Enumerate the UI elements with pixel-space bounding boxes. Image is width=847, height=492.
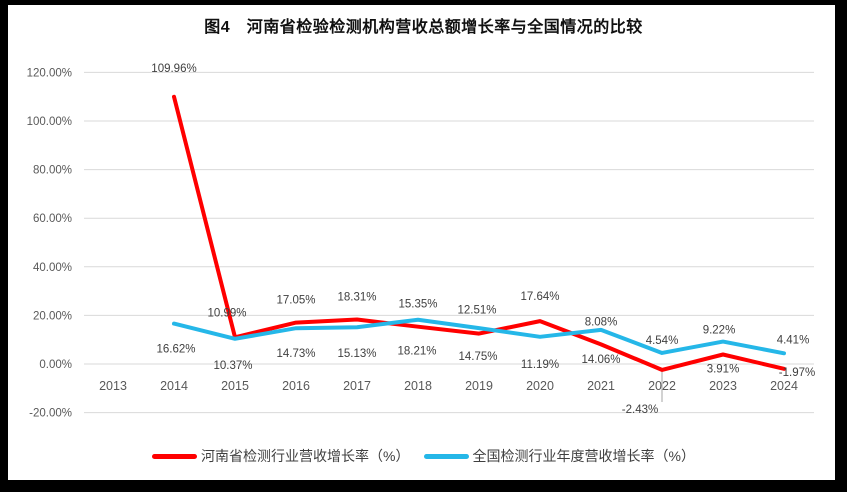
data-label: 15.13% <box>337 348 376 360</box>
legend-item-henan: 河南省检测行业营收增长率（%） <box>152 446 410 466</box>
data-label: 18.21% <box>397 346 436 358</box>
data-label: 17.05% <box>276 295 315 307</box>
x-axis-tick-label: 2013 <box>99 379 127 393</box>
y-axis-tick-label: 40.00% <box>33 262 72 274</box>
x-axis-tick-label: 2019 <box>465 379 493 393</box>
x-axis-tick-label: 2023 <box>709 379 737 393</box>
data-label: 10.99% <box>207 307 246 319</box>
data-label: 3.91% <box>707 363 740 375</box>
x-axis-tick-label: 2016 <box>282 379 310 393</box>
chart-legend: 河南省检测行业营收增长率（%） 全国检测行业年度营收增长率（%） <box>0 445 847 467</box>
series-line-1 <box>172 317 786 356</box>
legend-swatch-henan-line <box>152 453 198 459</box>
data-label: 15.35% <box>398 299 437 311</box>
data-label: 4.41% <box>777 334 810 346</box>
x-axis-tick-label: 2018 <box>404 379 432 393</box>
y-axis-tick-label: 20.00% <box>33 310 72 322</box>
data-label: 12.51% <box>457 305 496 317</box>
data-label: 109.96% <box>151 63 196 75</box>
x-axis-tick-label: 2017 <box>343 379 371 393</box>
legend-label-national: 全国检测行业年度营收增长率（%） <box>472 448 695 464</box>
data-label: 9.22% <box>703 325 736 337</box>
series-line-0 <box>172 94 786 372</box>
chart-title: 图4 河南省检验检测机构营收总额增长率与全国情况的比较 <box>204 19 643 36</box>
x-axis-tick-label: 2024 <box>770 379 798 393</box>
x-axis-tick-label: 2020 <box>526 379 554 393</box>
legend-item-national: 全国检测行业年度营收增长率（%） <box>423 446 695 466</box>
x-axis-tick-label: 2021 <box>587 379 615 393</box>
y-axis-tick-label: 100.00% <box>27 116 72 128</box>
data-label: 4.54% <box>646 335 679 347</box>
data-label: 14.06% <box>581 354 620 366</box>
data-label: -1.97% <box>779 367 815 379</box>
data-label: 8.08% <box>585 316 618 328</box>
data-label: 18.31% <box>337 292 376 304</box>
legend-label-henan: 河南省检测行业营收增长率（%） <box>201 448 410 464</box>
legend-swatch-national-line <box>423 453 469 459</box>
data-label: 11.19% <box>521 359 559 371</box>
y-axis-tick-label: 0.00% <box>39 359 72 371</box>
data-label: 14.75% <box>458 351 497 363</box>
data-label: 14.73% <box>276 348 315 360</box>
y-axis-tick-label: -20.00% <box>29 408 72 420</box>
y-axis-tick-label: 80.00% <box>33 165 72 177</box>
data-label: 10.37% <box>213 360 252 372</box>
data-label: 16.62% <box>156 344 195 356</box>
y-axis-tick-label: 60.00% <box>33 213 72 225</box>
x-axis-tick-label: 2014 <box>160 379 188 393</box>
x-axis-tick-label: 2015 <box>221 379 249 393</box>
chart-paper <box>8 5 835 480</box>
data-label: -2.43% <box>622 404 658 416</box>
data-label: 17.64% <box>520 291 559 303</box>
y-axis-tick-label: 120.00% <box>27 67 72 79</box>
